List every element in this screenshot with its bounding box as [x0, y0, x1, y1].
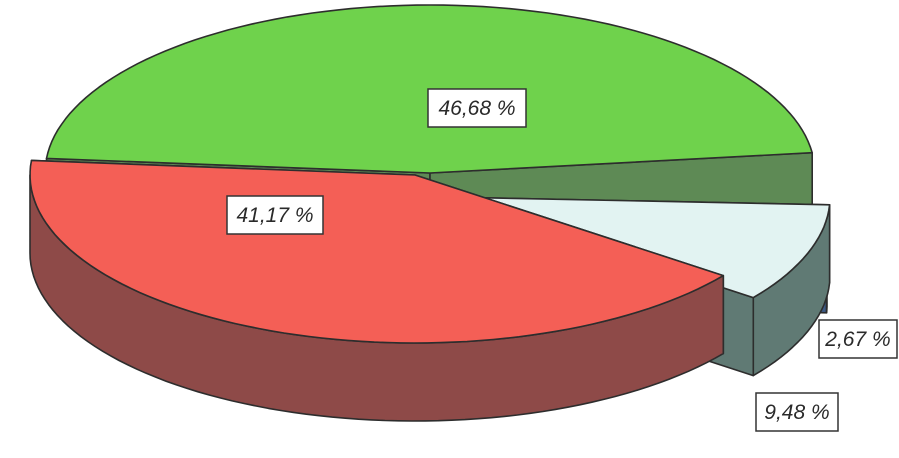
slice-label-green-text: 46,68 %	[438, 97, 515, 120]
slice-label-green: 46,68 %	[428, 89, 526, 127]
slice-label-white: 9,48 %	[756, 393, 838, 431]
slice-label-white-text: 9,48 %	[764, 401, 829, 424]
slice-label-red-text: 41,17 %	[236, 204, 313, 227]
slice-label-red: 41,17 %	[227, 196, 323, 234]
slice-label-blue-text: 2,67 %	[824, 328, 890, 351]
slice-label-blue: 2,67 %	[819, 320, 897, 358]
